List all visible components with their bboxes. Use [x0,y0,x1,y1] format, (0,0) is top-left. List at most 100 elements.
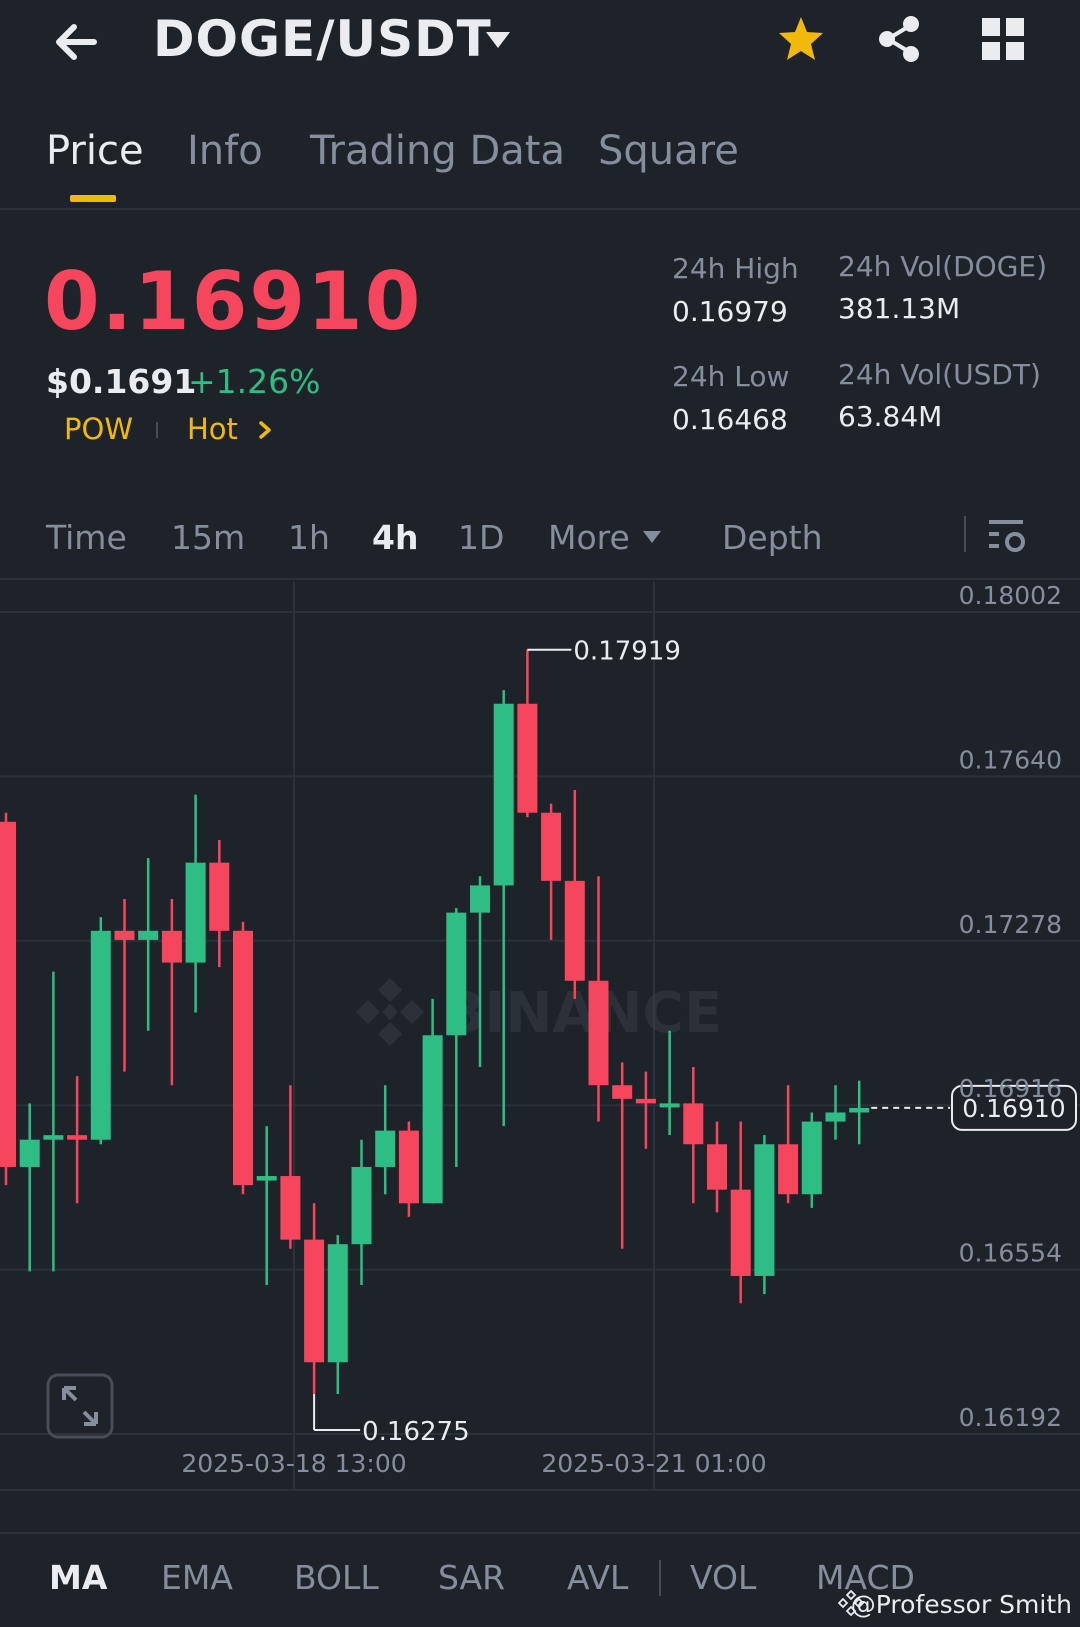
indicator-boll[interactable]: BOLL [294,1558,379,1597]
y-tick-label: 0.16916 [959,1074,1062,1103]
candle-down [161,930,182,963]
x-axis: 2025-03-18 13:00 2025-03-21 01:00 [181,1449,766,1478]
interval-bar: Time 15m 1h 4h 1D More Depth [0,500,1080,580]
chevron-down-icon[interactable] [484,30,512,50]
candle-up [754,1144,775,1276]
candle-down [564,880,585,981]
indicator-avl[interactable]: AVL [567,1558,629,1597]
candle-down [233,930,253,1186]
candle-down [541,812,562,881]
y-axis: 0.18002 0.17640 0.17278 0.16916 0.16554 0.161… [959,582,1062,1432]
chart-annotations: 0.17919 0.16275 0.16910 [313,637,1077,1447]
candle-down [304,1239,325,1363]
tab-square[interactable]: Square [598,128,739,174]
watermark-text: BINANCE [442,981,722,1046]
candle-up [19,1139,40,1167]
share-icon[interactable] [874,14,924,64]
stat-24h-high-label: 24h High [672,252,799,285]
tab-info[interactable]: Info [187,128,263,174]
interval-1h[interactable]: 1h [288,518,330,557]
stat-24h-low-value: 0.16468 [672,403,788,436]
y-tick-label: 0.16192 [959,1403,1062,1432]
indicator-ma[interactable]: MA [49,1558,108,1597]
current-price-box [951,1084,1077,1131]
candle-up [446,912,467,1036]
interval-depth[interactable]: Depth [722,518,823,557]
chevron-down-icon[interactable] [642,530,662,544]
candle-up [825,1112,846,1122]
candle-up [138,930,159,940]
candle-down [778,1144,799,1195]
tag-divider [156,422,158,438]
candle-down [635,1098,656,1104]
candle-down [209,862,230,931]
candle-down [67,1135,88,1140]
candle-up [327,1244,348,1363]
candle-up [493,703,514,886]
expand-icon [62,1386,98,1426]
active-tab-indicator [70,195,116,202]
y-tick-label: 0.18002 [959,582,1062,610]
stat-24h-vol-usdt-value: 63.84M [838,400,943,433]
chevron-right-icon[interactable] [257,420,273,440]
interval-more[interactable]: More [548,518,630,557]
candle-up [375,1130,396,1167]
top-bar: DOGE/USDT [0,0,1080,90]
interval-time[interactable]: Time [46,518,127,557]
last-price: 0.16910 [44,255,423,348]
stat-24h-vol-doge-value: 381.13M [838,292,961,325]
candle-down [517,703,538,813]
indicator-divider [659,1560,661,1596]
price-change: +1.26% [188,362,321,401]
interval-divider [964,516,966,552]
candle-down [730,1189,751,1276]
back-arrow-icon[interactable] [48,14,104,70]
candle-up [659,1103,680,1108]
candle-up [43,1135,64,1140]
candle-down [0,821,16,1167]
candles-layer [0,649,870,1395]
indicator-ema[interactable]: EMA [161,1558,233,1597]
candle-down [398,1130,419,1204]
stat-24h-vol-usdt-label: 24h Vol(USDT) [838,358,1041,391]
candle-up [185,862,206,963]
max-price-label: 0.17919 [573,637,681,667]
candle-up [849,1107,870,1113]
candle-up [256,1176,277,1181]
indicator-macd[interactable]: MACD [816,1558,915,1597]
candle-down [707,1144,727,1190]
binance-logo-icon [838,1590,864,1616]
grid-menu-icon[interactable] [980,16,1026,62]
candle-down [588,980,609,1086]
interval-1d[interactable]: 1D [458,518,505,557]
usd-price: $0.1691 [46,362,197,401]
indicator-bar: MA EMA BOLL SAR AVL VOL MACD @Professor … [0,1532,1080,1627]
y-tick-label: 0.16554 [959,1239,1062,1268]
indicator-sar[interactable]: SAR [438,1558,506,1597]
tag-hot[interactable]: Hot [187,412,238,446]
tab-price[interactable]: Price [46,128,144,174]
candle-up [470,885,490,913]
tab-trading-data[interactable]: Trading Data [310,128,565,174]
y-tick-label: 0.17278 [959,910,1062,939]
tag-pow[interactable]: POW [64,412,133,446]
candle-up [90,930,111,1140]
indicator-vol[interactable]: VOL [690,1558,757,1597]
star-icon[interactable] [776,14,826,64]
chart-settings-icon[interactable] [986,514,1030,558]
x-tick-label: 2025-03-18 13:00 [181,1449,406,1478]
candle-down [612,1085,633,1099]
candle-down [114,930,135,940]
candle-up [351,1166,372,1245]
candle-down [280,1176,301,1240]
chart-grid [0,582,1080,1491]
candle-up [422,1035,443,1204]
x-tick-label: 2025-03-21 01:00 [541,1449,766,1478]
tab-bar: Price Info Trading Data Square [0,100,1080,210]
interval-4h[interactable]: 4h [372,518,419,557]
interval-15m[interactable]: 15m [171,518,246,557]
pair-title[interactable]: DOGE/USDT [153,10,492,68]
y-tick-label: 0.17640 [959,745,1062,774]
fullscreen-button[interactable] [46,1373,114,1439]
